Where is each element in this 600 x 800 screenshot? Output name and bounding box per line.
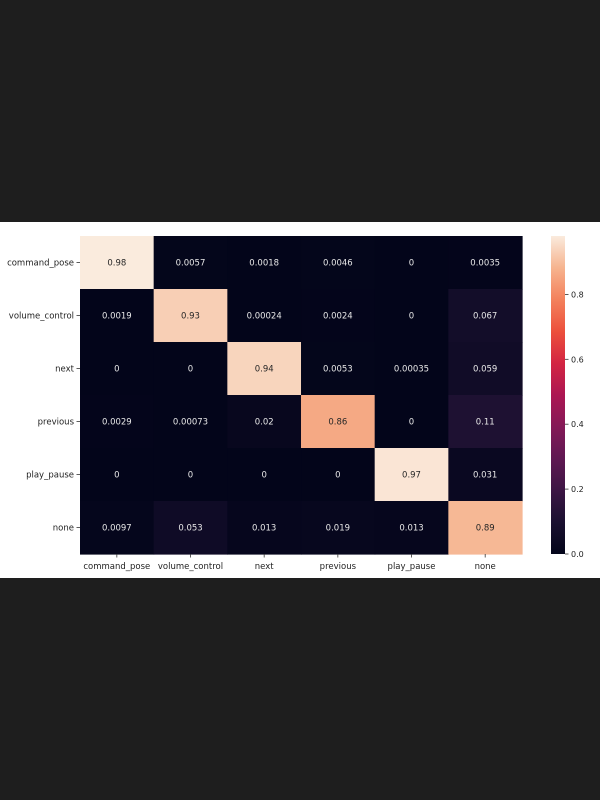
heatmap-cell <box>227 236 302 290</box>
cell-value-label: 0.98 <box>107 259 126 269</box>
heatmap-cell <box>153 342 228 396</box>
heatmap-cell <box>448 289 523 343</box>
y-tick-label: none <box>53 524 74 534</box>
heatmap-cell <box>80 448 155 502</box>
cell-value-label: 0.11 <box>476 418 495 428</box>
cell-value-label: 0.00024 <box>247 312 282 322</box>
heatmap-cell <box>153 236 228 290</box>
heatmap-cell <box>301 289 376 343</box>
heatmap-cell <box>80 501 155 555</box>
cell-value-label: 0 <box>114 365 119 375</box>
cell-value-label: 0.93 <box>181 312 200 322</box>
cell-value-label: 0.02 <box>255 418 274 428</box>
cell-value-label: 0 <box>409 418 414 428</box>
cell-value-label: 0 <box>335 471 340 481</box>
cell-value-label: 0.0019 <box>102 312 132 322</box>
colorbar-tick-label: 0.4 <box>571 420 584 429</box>
heatmap-cell <box>374 289 449 343</box>
y-tick-label: play_pause <box>26 471 74 481</box>
heatmap-cell <box>80 236 155 290</box>
cell-value-label: 0.019 <box>326 524 350 534</box>
cell-value-label: 0 <box>409 259 414 269</box>
x-tick-label: previous <box>320 562 357 572</box>
heatmap-cell <box>80 289 155 343</box>
cell-value-label: 0 <box>114 471 119 481</box>
x-tick-label: play_pause <box>388 562 436 572</box>
heatmap-cell <box>374 501 449 555</box>
x-tick-label: none <box>475 562 496 572</box>
cell-value-label: 0.0053 <box>323 365 353 375</box>
cell-value-label: 0.059 <box>473 365 497 375</box>
cell-value-label: 0.0046 <box>323 259 353 269</box>
heatmap-cell <box>227 501 302 555</box>
heatmap-cell <box>301 501 376 555</box>
heatmap-cell <box>301 342 376 396</box>
heatmap-cell <box>227 342 302 396</box>
cell-value-label: 0.0097 <box>102 524 132 534</box>
x-tick-label: command_pose <box>83 562 150 572</box>
y-tick-label: next <box>55 365 74 375</box>
cell-value-label: 0.013 <box>399 524 423 534</box>
cell-value-label: 0.013 <box>252 524 276 534</box>
heatmap-cell <box>301 448 376 502</box>
heatmap-cell <box>301 395 376 449</box>
y-tick-label: previous <box>38 418 75 428</box>
cell-value-label: 0 <box>188 365 193 375</box>
cell-value-label: 0.89 <box>476 524 495 534</box>
cell-value-label: 0.94 <box>255 365 274 375</box>
heatmap-cell <box>153 501 228 555</box>
heatmap-cell <box>80 342 155 396</box>
cell-value-label: 0.0035 <box>470 259 500 269</box>
cell-value-label: 0.053 <box>178 524 202 534</box>
colorbar-tick-label: 0.2 <box>571 485 584 494</box>
heatmap-cell <box>374 448 449 502</box>
chart-figure: 0.98 0.0057 0.0018 0.0046 0 0.0035 0.0019 0.93 0… <box>0 222 600 578</box>
x-tick-label: volume_control <box>158 562 223 572</box>
heatmap-cell <box>448 501 523 555</box>
heatmap-cell <box>374 395 449 449</box>
heatmap-cell <box>153 448 228 502</box>
heatmap-cell <box>374 342 449 396</box>
heatmap-cell <box>227 395 302 449</box>
heatmap-cell <box>448 448 523 502</box>
cell-value-label: 0.031 <box>473 471 497 481</box>
colorbar-tick-label: 0.6 <box>571 355 584 364</box>
cell-value-label: 0 <box>261 471 266 481</box>
heatmap-cell <box>448 395 523 449</box>
cell-value-label: 0.00073 <box>173 418 208 428</box>
y-tick-label: command_pose <box>7 259 74 269</box>
cell-value-label: 0.0057 <box>176 259 206 269</box>
cell-value-label: 0.0029 <box>102 418 132 428</box>
cell-value-label: 0 <box>188 471 193 481</box>
cell-value-label: 0.97 <box>402 471 421 481</box>
y-tick-label: volume_control <box>9 312 74 322</box>
heatmap-cell <box>374 236 449 290</box>
colorbar <box>551 236 565 554</box>
heatmap-cell <box>80 395 155 449</box>
heatmap-cell <box>153 395 228 449</box>
cell-value-label: 0.0018 <box>249 259 279 269</box>
colorbar-tick-label: 0.0 <box>571 550 584 559</box>
heatmap-cell <box>448 342 523 396</box>
cell-value-label: 0.067 <box>473 312 497 322</box>
heatmap-cell <box>153 289 228 343</box>
cell-value-label: 0 <box>409 312 414 322</box>
cell-value-label: 0.86 <box>328 418 347 428</box>
cell-value-label: 0.00035 <box>394 365 429 375</box>
x-tick-label: next <box>255 562 274 572</box>
cell-value-label: 0.0024 <box>323 312 353 322</box>
heatmap-cell <box>227 448 302 502</box>
confusion-matrix-heatmap: 0.98 0.0057 0.0018 0.0046 0 0.0035 0.0019 0.93 0… <box>7 236 584 572</box>
colorbar-tick-label: 0.8 <box>571 290 584 299</box>
heatmap-cell <box>301 236 376 290</box>
heatmap-cell <box>448 236 523 290</box>
heatmap-cell <box>227 289 302 343</box>
